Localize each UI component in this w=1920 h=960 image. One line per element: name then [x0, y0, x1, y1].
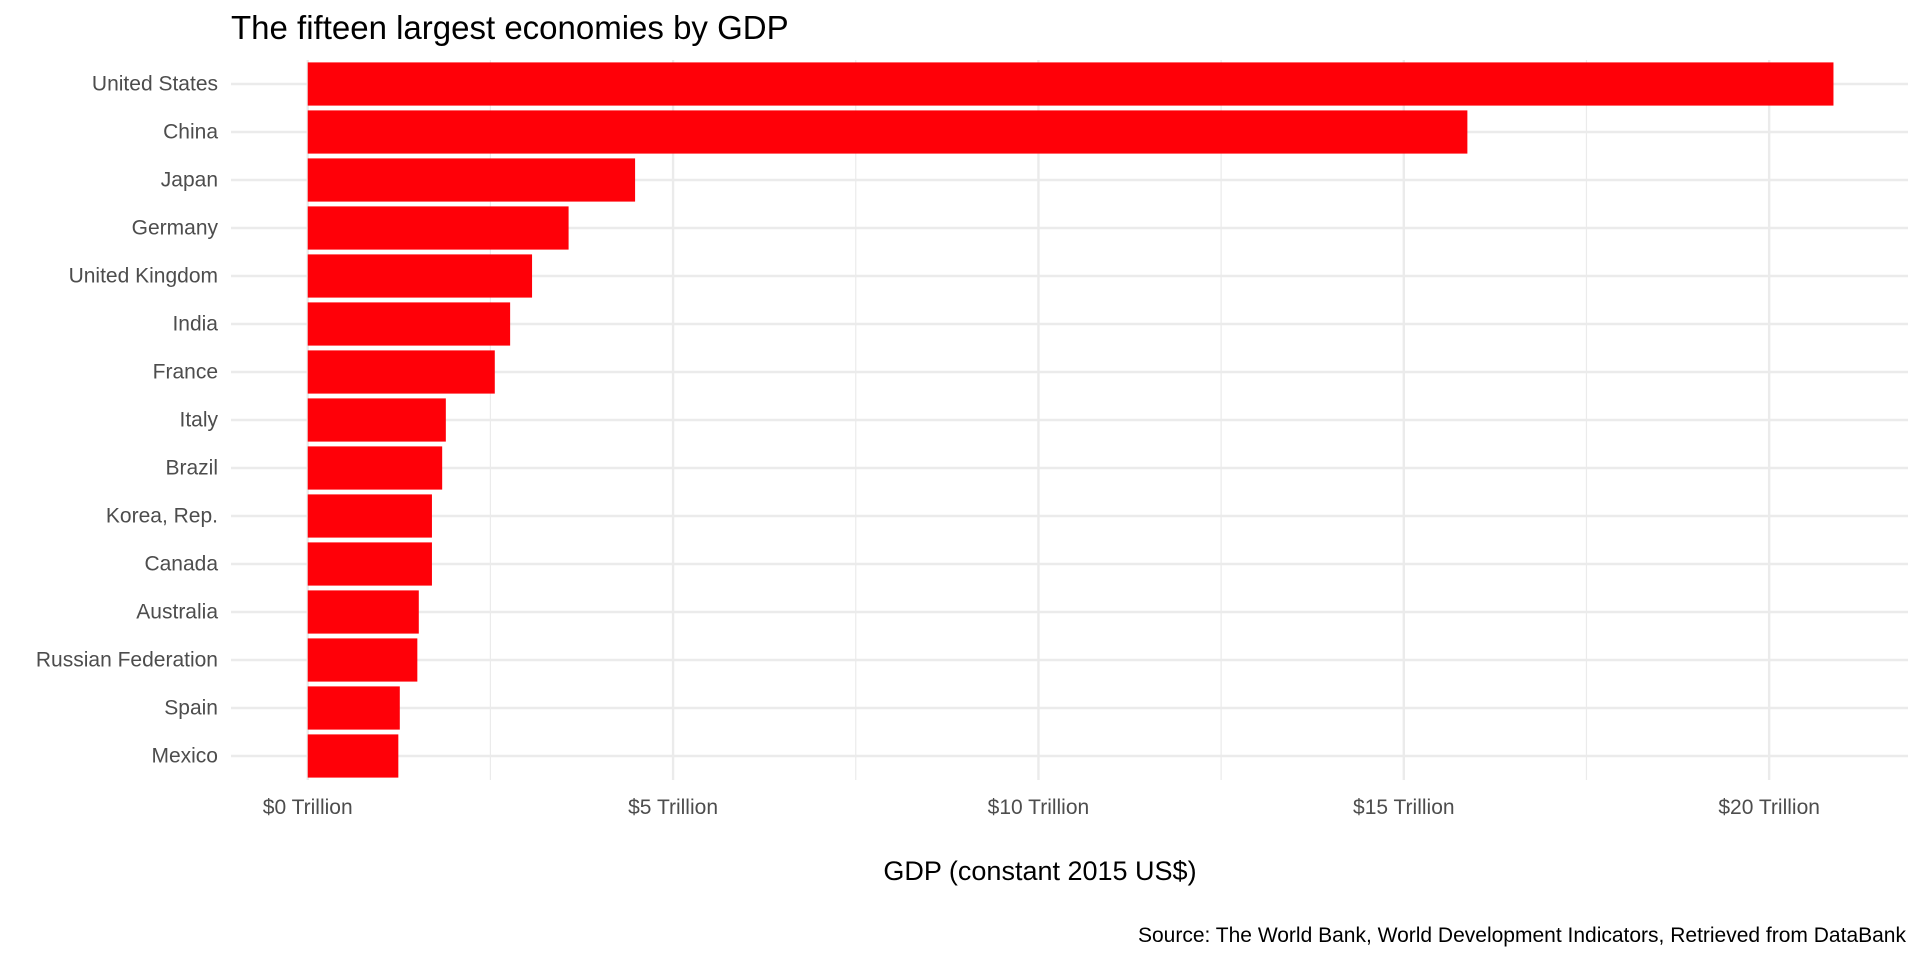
bar-korea-rep: [307, 494, 432, 538]
x-tick-label: $5 Trillion: [628, 796, 718, 819]
y-tick-label: Italy: [179, 409, 218, 432]
x-tick-label: $15 Trillion: [1353, 796, 1455, 819]
bar-canada: [307, 542, 432, 586]
bar-australia: [307, 590, 419, 634]
x-axis-title: GDP (constant 2015 US$): [883, 856, 1196, 886]
y-tick-label: Russian Federation: [36, 649, 218, 672]
bar-spain: [307, 686, 400, 730]
y-tick-label: Canada: [144, 553, 218, 576]
bar-mexico: [307, 734, 399, 778]
y-tick-label: India: [172, 313, 218, 336]
y-tick-label: Korea, Rep.: [106, 505, 218, 528]
x-tick-label: $10 Trillion: [988, 796, 1090, 819]
chart-title: The fifteen largest economies by GDP: [231, 9, 789, 46]
y-tick-label: Spain: [164, 697, 218, 720]
y-axis-tick-labels: United States China Japan Germany United Kin…: [36, 73, 219, 768]
y-tick-label: Germany: [132, 217, 219, 240]
x-tick-label: $0 Trillion: [263, 796, 353, 819]
bar-brazil: [307, 446, 443, 490]
y-tick-label: United States: [92, 73, 218, 96]
bar-russian-federation: [307, 638, 418, 682]
bar-italy: [307, 398, 446, 442]
bar-united-states: [307, 62, 1834, 106]
y-tick-label: Australia: [136, 601, 218, 624]
y-tick-label: Brazil: [165, 457, 218, 480]
x-tick-label: $20 Trillion: [1718, 796, 1820, 819]
chart-caption: Source: The World Bank, World Developmen…: [1138, 924, 1907, 947]
bar-china: [307, 110, 1468, 154]
y-tick-label: United Kingdom: [69, 265, 218, 288]
y-tick-label: Japan: [161, 169, 218, 192]
bar-france: [307, 350, 495, 394]
bar-germany: [307, 206, 569, 250]
bars: [307, 62, 1834, 778]
bar-india: [307, 302, 511, 346]
bar-japan: [307, 158, 636, 202]
y-tick-label: Mexico: [151, 745, 218, 768]
x-axis-tick-labels: $0 Trillion $5 Trillion $10 Trillion $15 Tr…: [263, 796, 1820, 819]
y-tick-label: France: [153, 361, 218, 384]
bar-united-kingdom: [307, 254, 533, 298]
y-tick-label: China: [163, 121, 218, 144]
